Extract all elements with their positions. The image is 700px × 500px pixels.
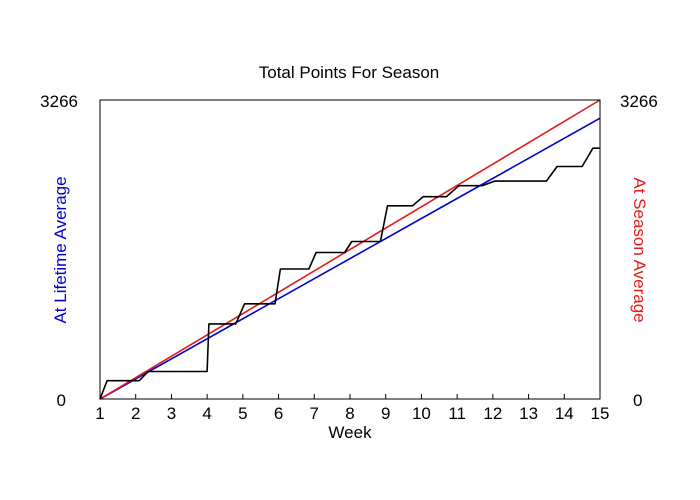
y-left-tick-label-min: 0 bbox=[57, 391, 66, 410]
y-axis-label-right: At Season Average bbox=[630, 177, 649, 322]
x-tick-label: 9 bbox=[381, 404, 390, 423]
x-tick-label: 15 bbox=[591, 404, 610, 423]
x-tick-label: 5 bbox=[238, 404, 247, 423]
x-tick-label: 13 bbox=[519, 404, 538, 423]
x-axis-ticks: 1 2 3 4 5 6 7 8 9 10 11 12 13 14 15 bbox=[95, 394, 609, 423]
plot-lines bbox=[99, 99, 601, 400]
x-tick-label: 7 bbox=[310, 404, 319, 423]
series-line-actual bbox=[99, 147, 600, 400]
y-right-tick-label-min: 0 bbox=[633, 391, 642, 410]
x-tick-label: 11 bbox=[448, 404, 466, 423]
series-line-lifetime bbox=[99, 117, 601, 400]
series-line-season bbox=[99, 99, 601, 400]
x-tick-label: 3 bbox=[167, 404, 176, 423]
x-tick-label: 8 bbox=[345, 404, 354, 423]
chart-title: Total Points For Season bbox=[259, 63, 439, 82]
x-tick-label: 10 bbox=[412, 404, 431, 423]
x-tick-label: 6 bbox=[274, 404, 283, 423]
x-tick-label: 4 bbox=[202, 404, 211, 423]
x-tick-label: 1 bbox=[95, 404, 104, 423]
x-tick-label: 2 bbox=[131, 404, 140, 423]
x-tick-label: 12 bbox=[483, 404, 502, 423]
y-right-tick-label-max: 3266 bbox=[620, 92, 658, 111]
y-left-tick-label-max: 3266 bbox=[40, 92, 78, 111]
y-axis-label-left: At Lifetime Average bbox=[51, 176, 70, 323]
x-axis-label: Week bbox=[328, 423, 372, 442]
x-tick-label: 14 bbox=[555, 404, 574, 423]
